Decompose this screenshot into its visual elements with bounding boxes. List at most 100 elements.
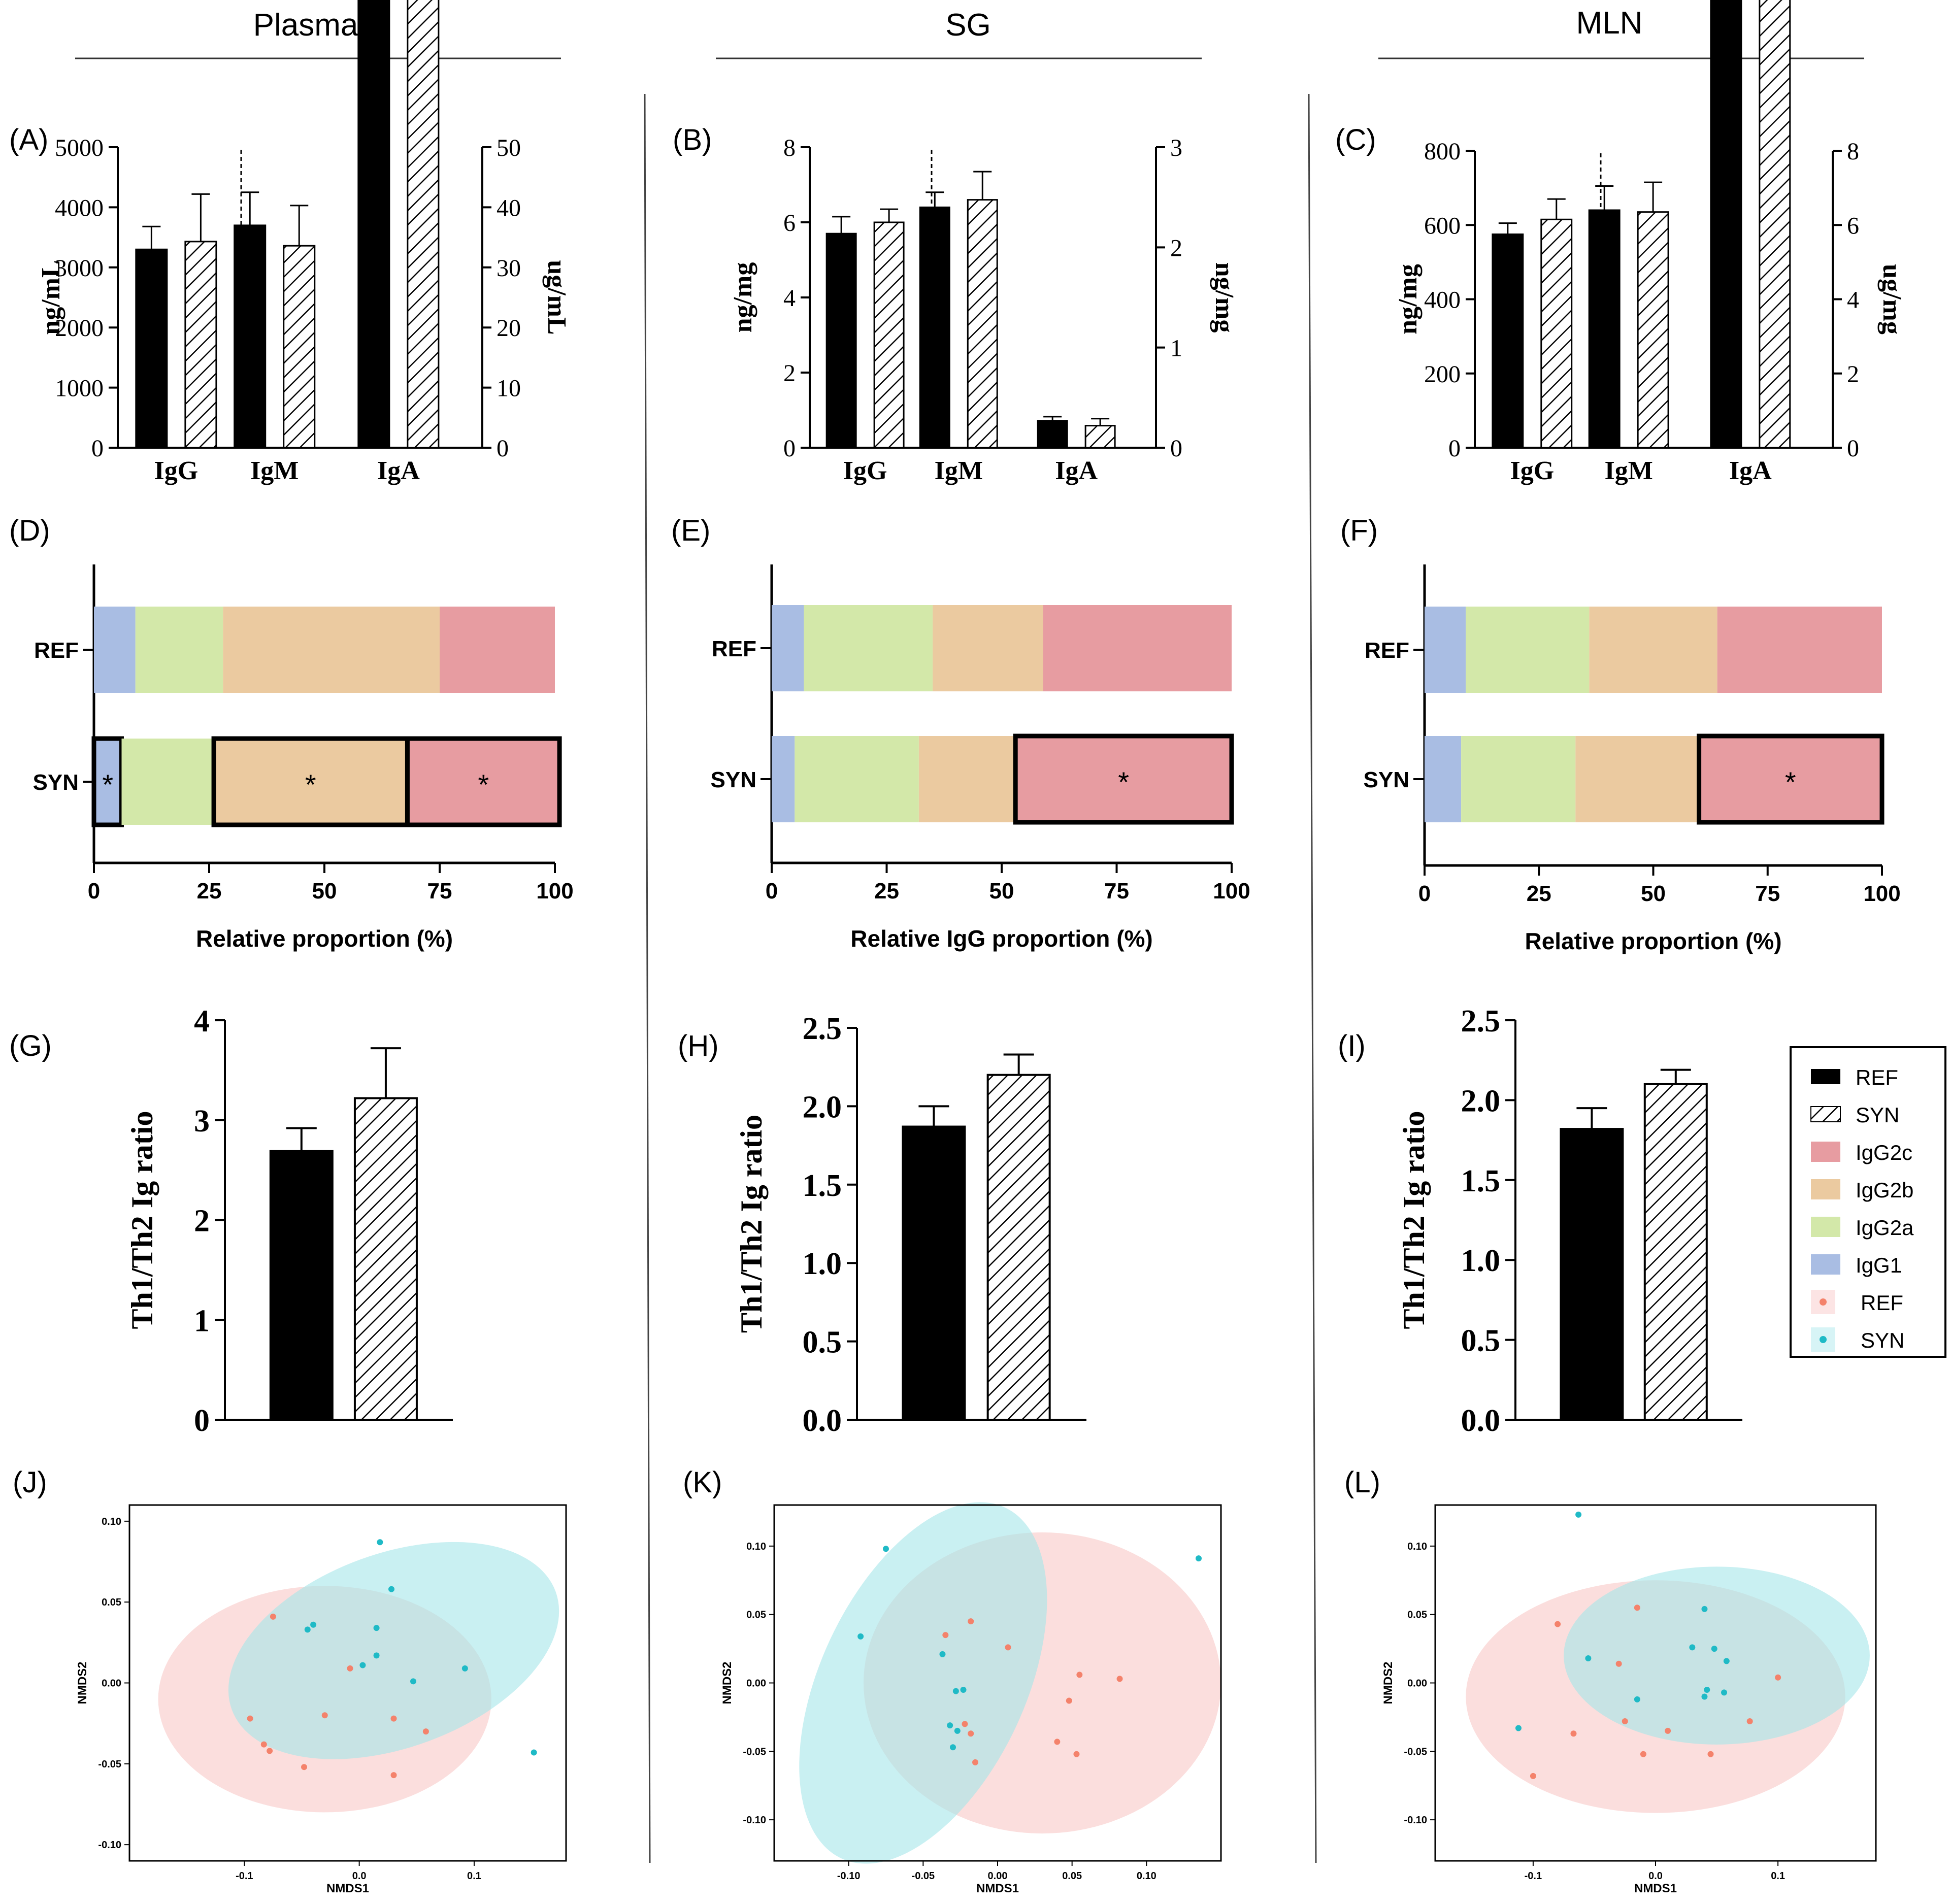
panel-label: (E): [671, 514, 710, 547]
y2-tick-label: 0: [1847, 435, 1859, 462]
point-syn: [947, 1722, 953, 1729]
y-tick-label: 0: [1448, 435, 1461, 462]
y-tick-label: 0.05: [102, 1597, 121, 1608]
x-axis-label: Relative proportion (%): [196, 925, 453, 952]
point-ref: [347, 1665, 353, 1672]
y-tick-label: 5000: [55, 135, 104, 161]
point-ref: [968, 1618, 974, 1625]
bar-syn: [1759, 0, 1791, 449]
point-syn: [304, 1626, 311, 1633]
x-tick-label: IgM: [1604, 456, 1652, 485]
segment-igg2a: [804, 605, 933, 691]
y-tick-label: SYN: [1364, 767, 1409, 792]
point-syn: [954, 1727, 961, 1734]
legend-label: REF: [1861, 1291, 1903, 1315]
y-tick-label: 600: [1424, 212, 1461, 239]
significance-mark: *: [1785, 766, 1796, 798]
point-ref: [1555, 1621, 1561, 1627]
x-tick-label: 50: [1641, 881, 1666, 906]
y-tick-label: SYN: [33, 770, 79, 795]
legend-swatch: [1811, 1069, 1840, 1084]
y-tick-label: -0.10: [743, 1815, 766, 1826]
x-tick-label: -0.05: [912, 1870, 935, 1882]
point-ref: [968, 1730, 974, 1737]
x-tick-label: IgA: [1729, 456, 1772, 485]
point-ref: [267, 1748, 273, 1754]
column-title-sg: SG: [945, 8, 991, 43]
y-tick-label: 1.0: [1461, 1244, 1501, 1278]
y-tick-label: 0.0: [1461, 1404, 1501, 1438]
x-tick-label: 0: [1418, 881, 1431, 906]
legend-label: REF: [1856, 1065, 1898, 1089]
y-tick-label: REF: [1365, 638, 1409, 663]
segment-igg1: [1425, 736, 1462, 822]
y-tick-label: 4000: [55, 194, 104, 221]
y-tick-label: 3000: [55, 255, 104, 282]
segment-igg1: [94, 607, 136, 693]
point-ref: [1054, 1739, 1061, 1745]
y-tick-label: 800: [1424, 138, 1461, 165]
x-tick-label: 0.00: [988, 1870, 1008, 1882]
bar-ref: [825, 232, 857, 449]
point-ref: [1116, 1676, 1123, 1682]
point-syn: [310, 1621, 317, 1628]
bar-syn: [1643, 1083, 1708, 1421]
y-tick-label: SYN: [711, 767, 756, 792]
point-syn: [883, 1546, 889, 1552]
x-axis-label: Relative IgG proportion (%): [850, 925, 1152, 952]
segment-igg2c: [1013, 733, 1234, 825]
panel-label: (F): [1340, 514, 1378, 547]
point-ref: [1076, 1672, 1083, 1678]
x-tick-label: 75: [1104, 879, 1129, 904]
y-tick-label: 0.0: [803, 1404, 842, 1438]
panel-label: (A): [9, 123, 48, 156]
legend-label: IgG1: [1856, 1253, 1902, 1277]
panel-label: (K): [683, 1466, 722, 1499]
y2-tick-label: 2: [1847, 361, 1859, 388]
point-syn: [377, 1539, 383, 1546]
y-tick-label: 2.5: [803, 1012, 842, 1046]
point-syn: [388, 1586, 394, 1592]
legend-label: IgG2c: [1856, 1141, 1912, 1164]
y-tick-label: 6: [783, 210, 796, 237]
point-ref: [321, 1712, 328, 1719]
bar-ref: [902, 1125, 966, 1421]
y-tick-label: 0: [783, 435, 796, 462]
point-ref: [1066, 1697, 1072, 1704]
bar-syn: [353, 1097, 418, 1421]
point-syn: [1704, 1686, 1710, 1693]
y-tick-label: 4: [783, 285, 796, 312]
bar-ref: [1560, 1128, 1624, 1421]
bar-ref: [1037, 420, 1068, 449]
column-separator-left: [644, 93, 651, 1863]
y2-tick-label: 1: [1170, 335, 1182, 362]
point-ref: [972, 1759, 978, 1765]
x-tick-label: 0.1: [1771, 1870, 1785, 1882]
legend-swatch: [1811, 1142, 1840, 1162]
point-ref: [1005, 1644, 1011, 1651]
point-syn: [1515, 1725, 1522, 1731]
bar-ref: [1492, 233, 1524, 449]
ellipse-syn: [799, 1502, 1047, 1864]
significance-mark: *: [102, 769, 113, 800]
ellipse-syn: [1564, 1566, 1870, 1745]
y2-tick-label: 0: [1170, 435, 1182, 462]
legend-swatch: [1811, 1254, 1840, 1275]
y-tick-label: 0.05: [1407, 1610, 1427, 1621]
panel-label: (D): [9, 514, 50, 547]
point-ref: [1634, 1605, 1640, 1611]
y-tick-label: 0.10: [1407, 1541, 1427, 1552]
y-tick-label: 1000: [55, 375, 104, 402]
segment-igg2a: [1466, 607, 1590, 693]
legend-label: SYN: [1856, 1103, 1899, 1127]
point-syn: [461, 1665, 468, 1672]
point-syn: [531, 1749, 537, 1756]
x-tick-label: IgA: [377, 456, 420, 485]
point-ref: [422, 1728, 429, 1735]
bar-ref: [1588, 209, 1621, 449]
x-tick-label: IgG: [843, 456, 887, 485]
y-tick-label: 1: [194, 1304, 210, 1338]
legend-label: IgG2a: [1856, 1216, 1914, 1240]
significance-mark: *: [305, 769, 316, 800]
